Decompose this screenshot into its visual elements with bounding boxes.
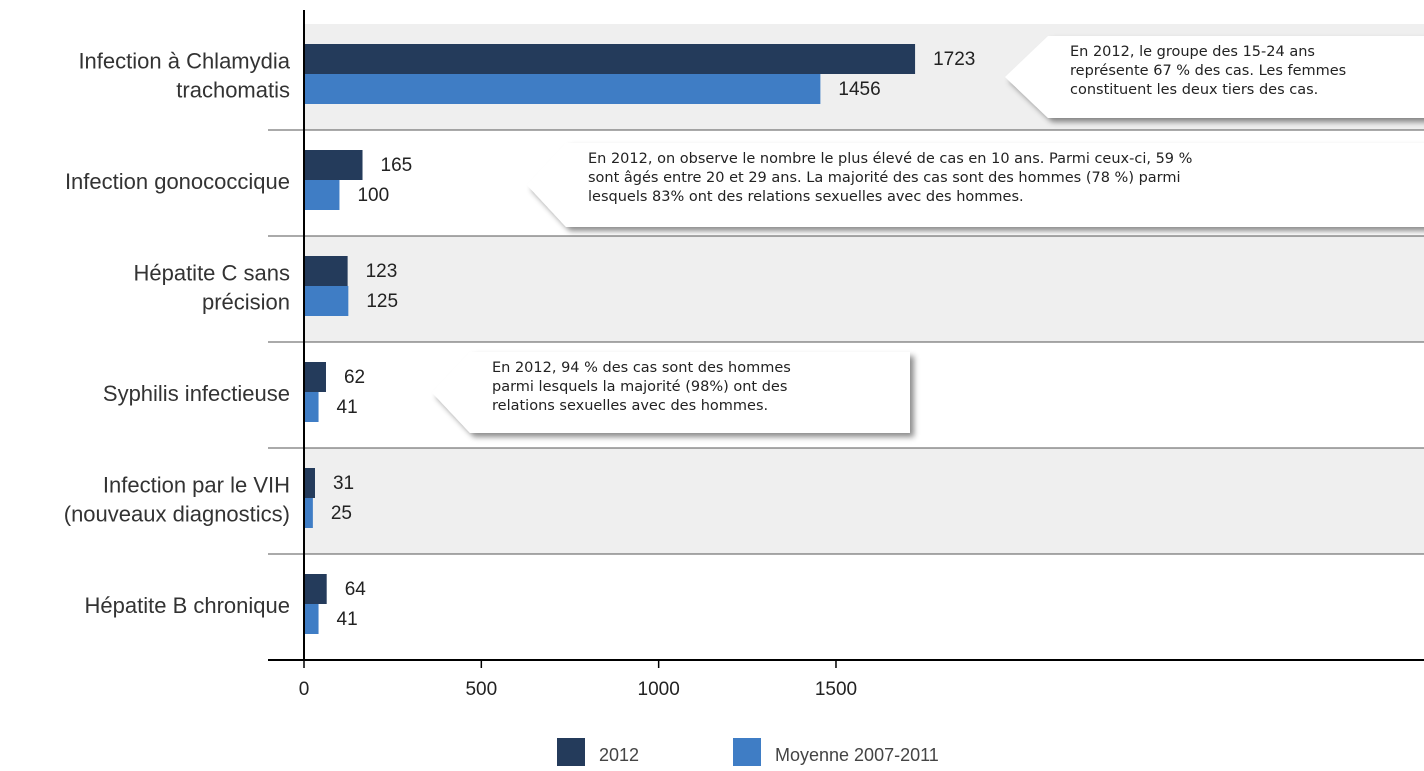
legend-label: Moyenne 2007-2011 (775, 745, 939, 765)
value-label: 31 (333, 473, 354, 494)
callout: En 2012, 94 % des cas sont des hommes par… (432, 352, 910, 433)
callout-text: relations sexuelles avec des hommes. (492, 398, 768, 414)
x-tick-label: 1500 (815, 679, 857, 700)
value-label: 41 (337, 397, 358, 418)
legend-swatch (557, 738, 585, 766)
callout-text: En 2012, on observe le nombre le plus él… (588, 151, 1192, 167)
callout: En 2012, on observe le nombre le plus él… (527, 143, 1424, 227)
value-label: 165 (381, 155, 413, 176)
category-label: (nouveaux diagnostics) (64, 501, 290, 526)
bar (304, 180, 340, 210)
value-label: 100 (357, 185, 389, 206)
bar (304, 74, 821, 104)
bar (304, 150, 363, 180)
x-tick-label: 1000 (638, 679, 680, 700)
category-label: trachomatis (176, 77, 290, 102)
category-label: Infection à Chlamydia (78, 48, 290, 73)
category-label: Syphilis infectieuse (103, 381, 290, 406)
callout-box (432, 352, 910, 433)
value-label: 41 (337, 609, 358, 630)
bar (304, 256, 348, 286)
row-band (304, 448, 1424, 554)
value-label: 1456 (838, 79, 880, 100)
bar (304, 468, 315, 498)
callout-text: En 2012, le groupe des 15-24 ans (1070, 44, 1315, 60)
callout-text: sont âgés entre 20 et 29 ans. La majorit… (588, 170, 1181, 186)
callout-text: parmi lesquels la majorité (98%) ont des (492, 379, 787, 395)
category-label: précision (202, 289, 290, 314)
value-label: 64 (345, 579, 367, 600)
callout-box (1005, 36, 1424, 118)
bar (304, 604, 319, 634)
legend-swatch (733, 738, 761, 766)
x-tick-label: 0 (299, 679, 310, 700)
bar (304, 286, 349, 316)
value-label: 125 (366, 291, 398, 312)
category-label: Infection par le VIH (103, 472, 290, 497)
legend-label: 2012 (599, 745, 639, 765)
callout-box (527, 143, 1424, 227)
value-label: 123 (366, 261, 398, 282)
category-label: Infection gonococcique (65, 169, 290, 194)
callout: En 2012, le groupe des 15-24 ans représen… (1005, 36, 1424, 118)
value-label: 62 (344, 367, 365, 388)
x-tick-label: 500 (465, 679, 497, 700)
callout-text: représente 67 % des cas. Les femmes (1070, 63, 1346, 79)
row-band (304, 554, 1424, 660)
category-label: Hépatite B chronique (85, 593, 290, 618)
value-label: 25 (331, 503, 352, 524)
callout-text: lesquels 83% ont des relations sexuelles… (588, 189, 1024, 205)
bar (304, 44, 916, 74)
category-label: Hépatite C sans (133, 260, 290, 285)
row-band (304, 236, 1424, 342)
bar (304, 362, 326, 392)
bar (304, 574, 327, 604)
callout-text: constituent les deux tiers des cas. (1070, 82, 1318, 98)
bar (304, 392, 319, 422)
value-label: 1723 (933, 49, 975, 70)
callout-text: En 2012, 94 % des cas sont des hommes (492, 360, 791, 376)
bar (304, 498, 313, 528)
